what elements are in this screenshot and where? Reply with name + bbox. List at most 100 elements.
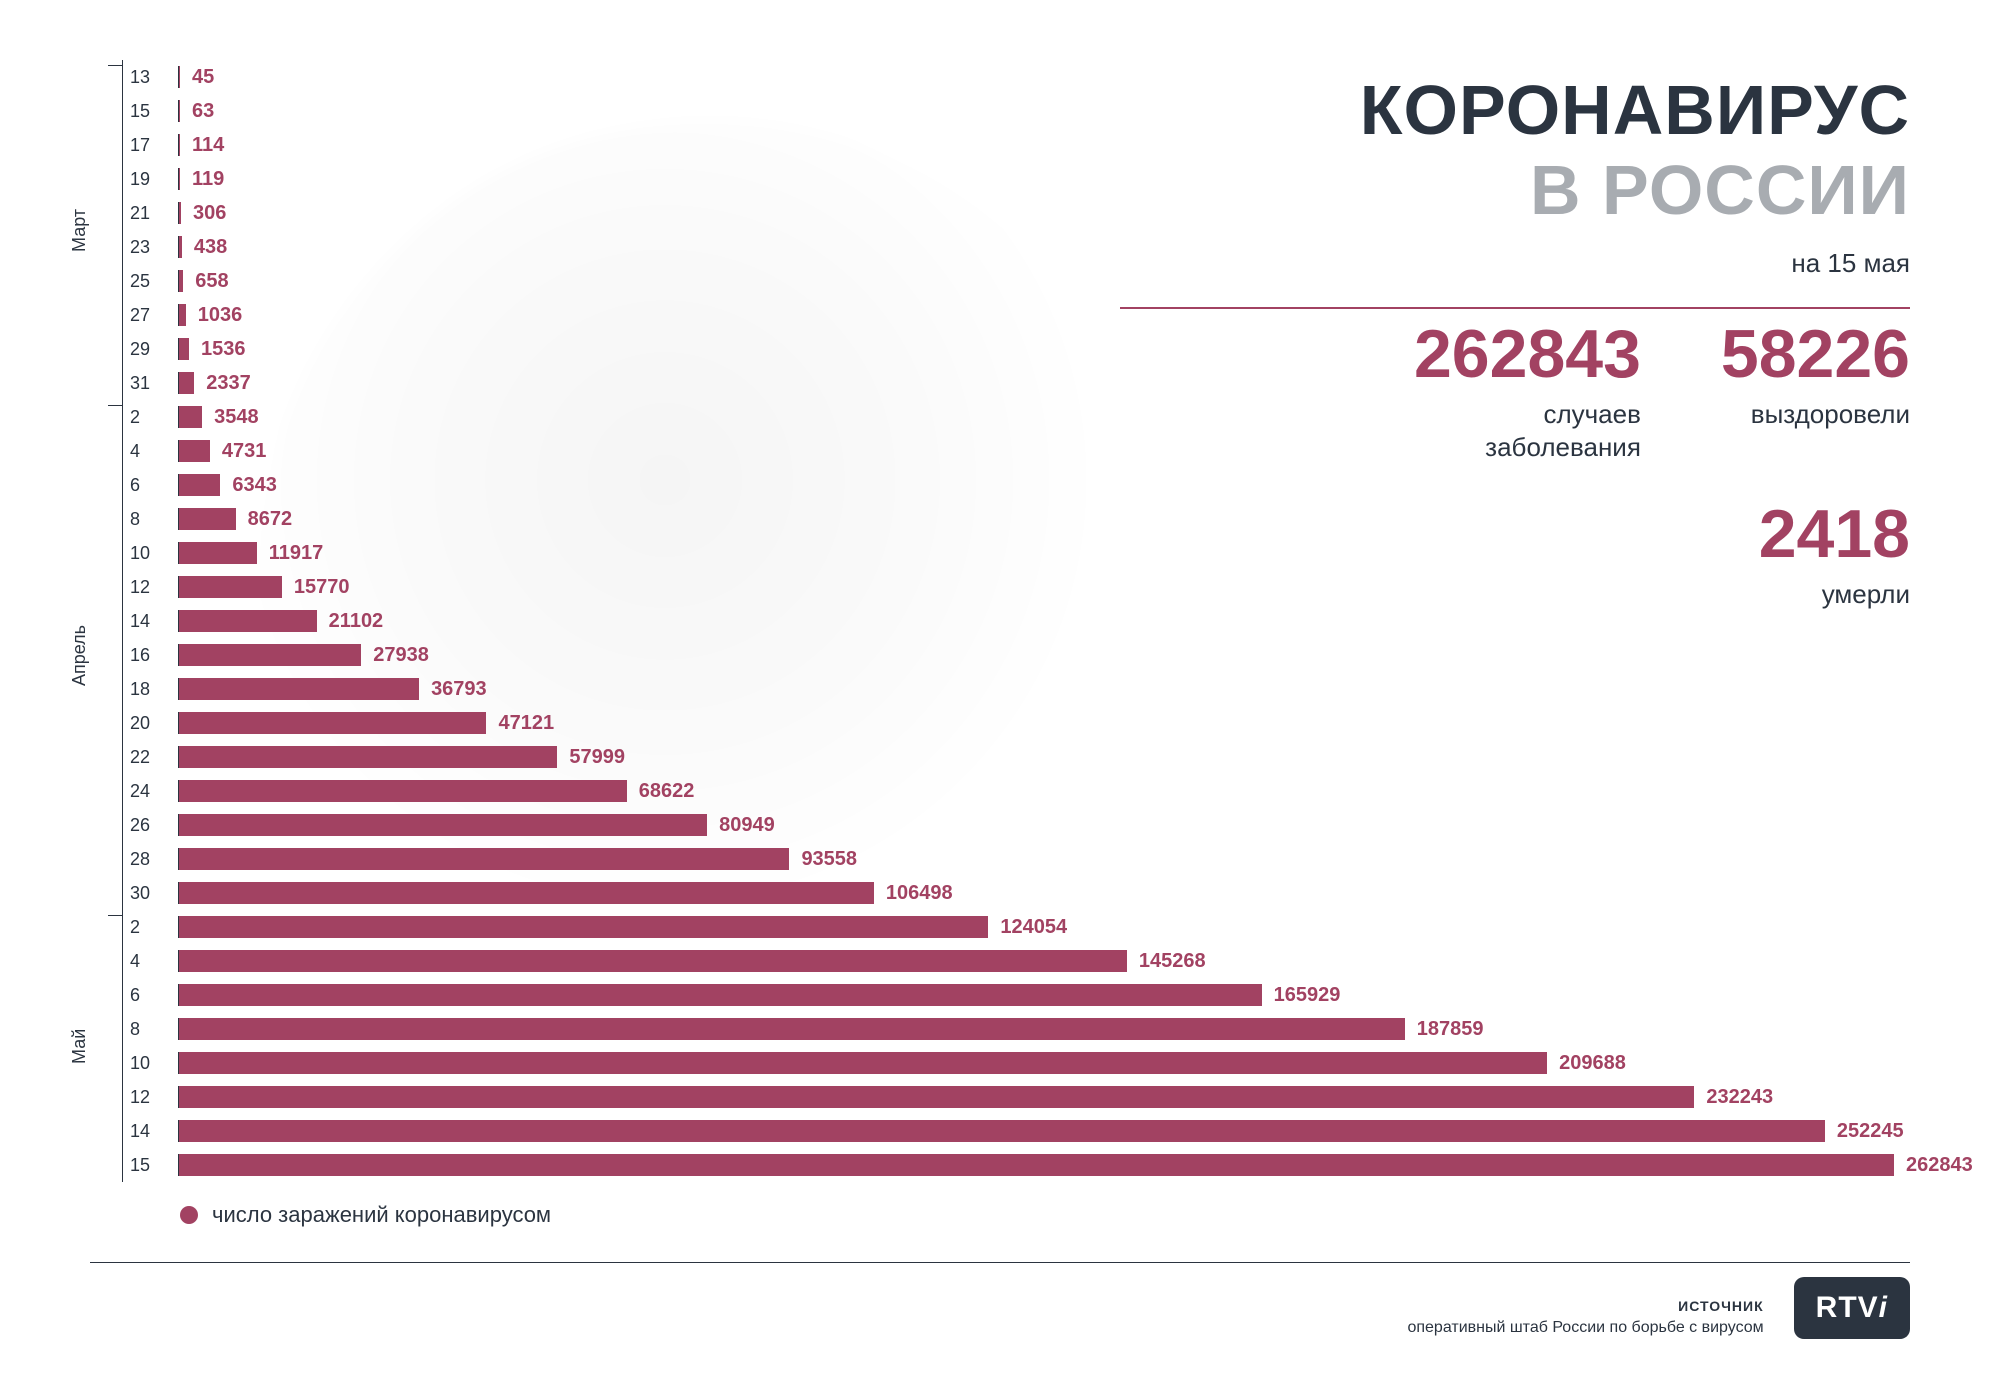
bar-row: 30 106498 (122, 876, 1892, 910)
bar-slot: 27938 (178, 644, 1892, 666)
bar (179, 134, 180, 156)
logo-text: RTV (1816, 1291, 1879, 1324)
bar-slot: 68622 (178, 780, 1892, 802)
day-label: 16 (130, 645, 170, 666)
bar-value: 8672 (248, 508, 293, 530)
day-label: 30 (130, 883, 170, 904)
bar (179, 644, 361, 666)
bar-slot: 93558 (178, 848, 1892, 870)
day-label: 21 (130, 203, 170, 224)
bar-value: 119 (192, 168, 224, 190)
bar-slot: 187859 (178, 1018, 1892, 1040)
bar-slot: 3548 (178, 406, 1892, 428)
bar (179, 338, 189, 360)
bar-value: 165929 (1274, 984, 1341, 1006)
day-label: 8 (130, 509, 170, 530)
bar-slot: 2337 (178, 372, 1892, 394)
day-label: 24 (130, 781, 170, 802)
bar (179, 1018, 1405, 1040)
bar (179, 712, 486, 734)
day-label: 15 (130, 101, 170, 122)
bar (179, 1120, 1825, 1142)
bar (179, 746, 557, 768)
bar-row: 2893558 (122, 842, 1892, 876)
bar-slot: 15770 (178, 576, 1892, 598)
bar-value: 262843 (1906, 1154, 1973, 1176)
day-label: 19 (130, 169, 170, 190)
bar-value: 68622 (639, 780, 695, 802)
bar (179, 848, 789, 870)
bar-slot: 11917 (178, 542, 1892, 564)
bar-slot: 262843 (178, 1154, 1892, 1176)
bar (179, 814, 707, 836)
bar-slot: 47121 (178, 712, 1892, 734)
day-label: 25 (130, 271, 170, 292)
bar-row: 15 262843 (122, 1148, 1892, 1182)
source-label: ИСТОЧНИК (1407, 1297, 1763, 1317)
day-label: 12 (130, 577, 170, 598)
bar-slot: 4731 (178, 440, 1892, 462)
bar-row: 44731 (122, 434, 1892, 468)
bar-value: 21102 (329, 610, 384, 632)
day-label: 27 (130, 305, 170, 326)
bar-slot: 57999 (178, 746, 1892, 768)
bar-value: 93558 (801, 848, 857, 870)
source-text: оперативный штаб России по борьбе с виру… (1407, 1317, 1763, 1339)
bar-slot: 106498 (178, 882, 1892, 904)
day-label: 10 (130, 1053, 170, 1074)
bar (179, 542, 257, 564)
bar-slot: 124054 (178, 916, 1892, 938)
day-label: 8 (130, 1019, 170, 1040)
bar-value: 252245 (1837, 1120, 1904, 1142)
bar-row: 17114 (122, 128, 1892, 162)
month-tick (108, 65, 122, 66)
bar-row: 21 306 (122, 196, 1892, 230)
bar (179, 202, 181, 224)
bar-row: 14252245 (122, 1114, 1892, 1148)
footer: ИСТОЧНИК оперативный штаб России по борь… (90, 1277, 1910, 1339)
bar-slot: 6343 (178, 474, 1892, 496)
legend-text: число заражений коронавирусом (212, 1202, 551, 1228)
bar-slot: 8672 (178, 508, 1892, 530)
bar-row: 12 15770 (122, 570, 1892, 604)
bar-value: 27938 (373, 644, 429, 666)
bar (179, 372, 194, 394)
month-tick (108, 915, 122, 916)
bar-value: 45 (192, 66, 214, 88)
bar-slot: 80949 (178, 814, 1892, 836)
bar (179, 270, 183, 292)
day-label: 18 (130, 679, 170, 700)
bar-slot: 209688 (178, 1052, 1892, 1074)
bar-row: 8 8672 (122, 502, 1892, 536)
bar-row: 24 68622 (122, 774, 1892, 808)
bar-row: 23548 (122, 400, 1892, 434)
bar (179, 678, 419, 700)
day-label: 4 (130, 951, 170, 972)
bar-slot: 438 (178, 236, 1892, 258)
bar-value: 6343 (232, 474, 277, 496)
bar-slot: 306 (178, 202, 1892, 224)
bar-slot: 145268 (178, 950, 1892, 972)
bar-slot: 36793 (178, 678, 1892, 700)
bar-value: 57999 (569, 746, 625, 768)
bar-row: 25 658 (122, 264, 1892, 298)
day-label: 23 (130, 237, 170, 258)
bar (179, 508, 236, 530)
bar-slot: 658 (178, 270, 1892, 292)
legend: число заражений коронавирусом (180, 1202, 551, 1228)
bar-value: 80949 (719, 814, 775, 836)
footer-rule (90, 1262, 1910, 1263)
bar-value: 232243 (1706, 1086, 1773, 1108)
bar-slot: 232243 (178, 1086, 1892, 1108)
logo: RTVi (1794, 1277, 1910, 1339)
bar-row: 10 209688 (122, 1046, 1892, 1080)
day-label: 15 (130, 1155, 170, 1176)
bar-row: 6165929 (122, 978, 1892, 1012)
bar-row: 8 187859 (122, 1012, 1892, 1046)
day-label: 26 (130, 815, 170, 836)
bar-value: 36793 (431, 678, 487, 700)
bar-value: 1036 (198, 304, 243, 326)
bar-value: 2337 (206, 372, 251, 394)
bar-row: 1011917 (122, 536, 1892, 570)
bar-value: 106498 (886, 882, 953, 904)
